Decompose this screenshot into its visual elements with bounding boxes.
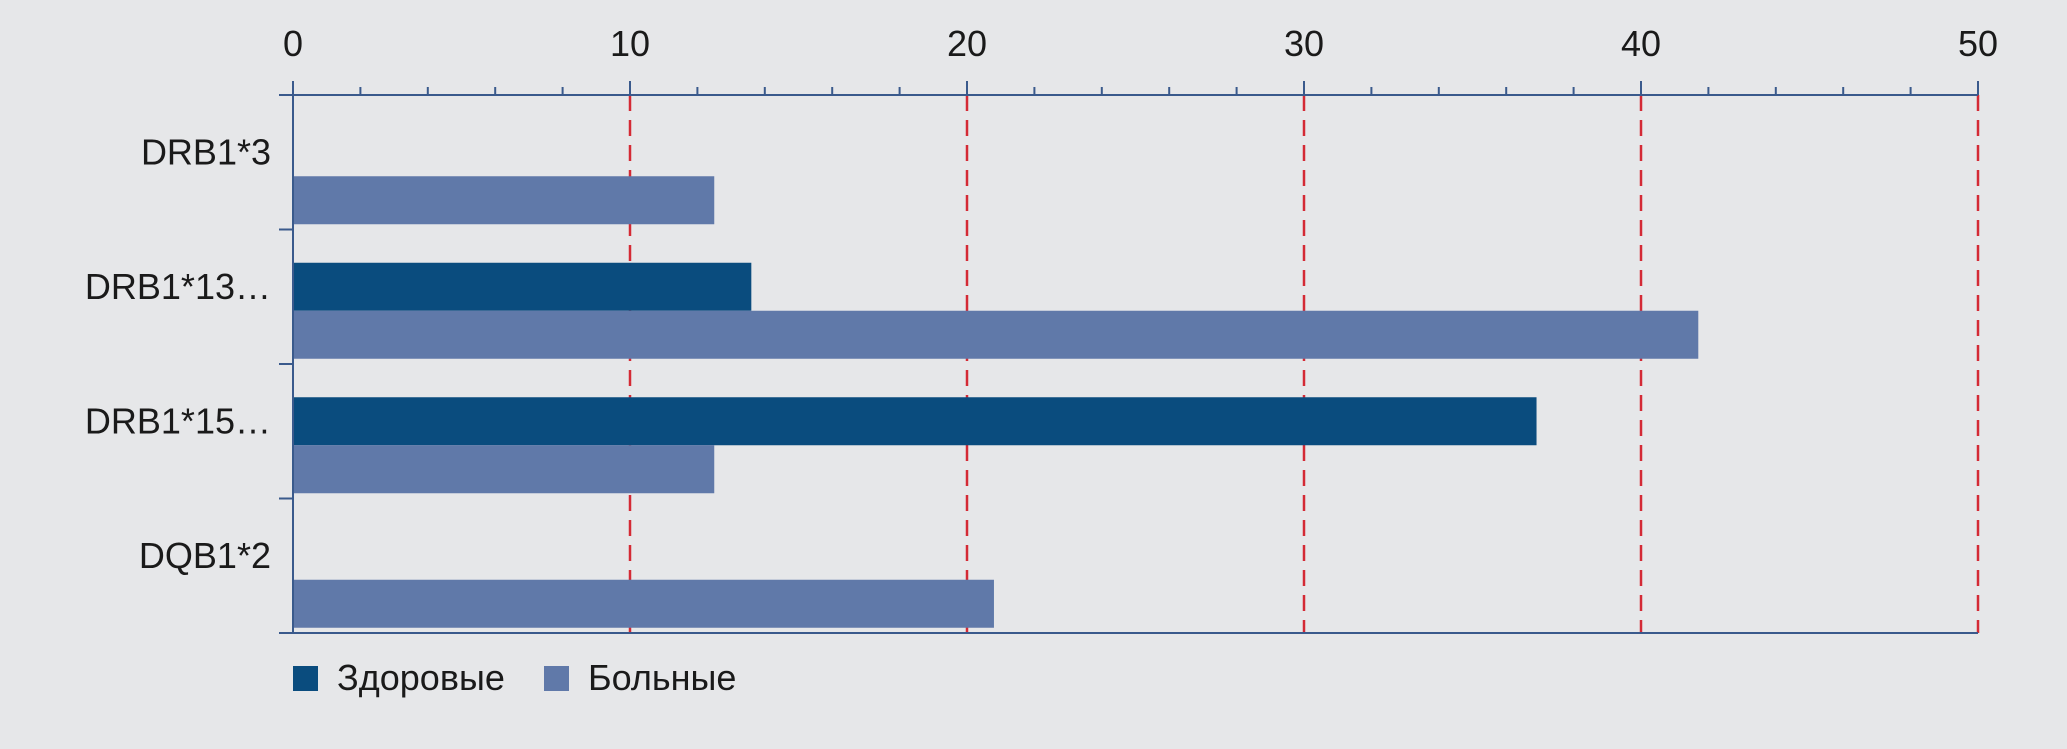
legend-label-healthy: Здоровые xyxy=(337,657,505,698)
axes xyxy=(279,81,1979,634)
category-label: DQB1*2 xyxy=(139,535,271,576)
bars xyxy=(293,176,1699,628)
bar-sick-3 xyxy=(293,579,994,628)
category-label: DRB1*13… xyxy=(85,266,271,307)
x-tick-label: 20 xyxy=(947,23,987,64)
category-label: DRB1*15… xyxy=(85,400,271,441)
legend-label-sick: Больные xyxy=(588,657,736,698)
bar-sick-0 xyxy=(293,176,715,225)
x-tick-label: 40 xyxy=(1621,23,1661,64)
x-tick-label: 0 xyxy=(283,23,303,64)
labels: 0 10 20 30 40 50 DRB1*3 DRB1*13… DRB1*15… DQB1*2 xyxy=(85,23,1998,576)
legend-swatch-sick xyxy=(544,666,569,691)
bar-healthy-1 xyxy=(293,262,752,311)
x-tick-label: 30 xyxy=(1284,23,1324,64)
x-tick-label: 50 xyxy=(1958,23,1998,64)
legend-swatch-healthy xyxy=(293,666,318,691)
category-label: DRB1*3 xyxy=(141,131,271,172)
bar-healthy-2 xyxy=(293,397,1537,446)
legend: Здоровые Больные xyxy=(293,657,736,698)
bar-sick-1 xyxy=(293,310,1699,359)
bar-sick-2 xyxy=(293,445,715,494)
x-tick-label: 10 xyxy=(610,23,650,64)
grid-lines xyxy=(628,95,1980,633)
